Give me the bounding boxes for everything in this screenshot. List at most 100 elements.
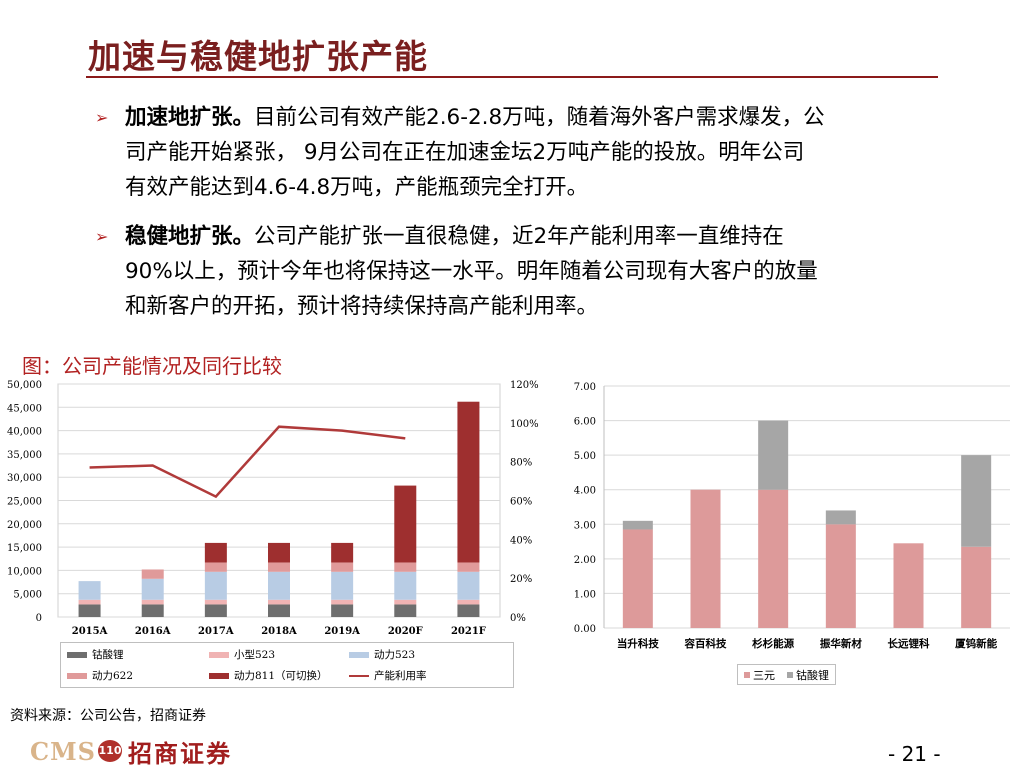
y-tick-label: 5,000	[13, 590, 42, 601]
bullet-head: 加速地扩张。	[125, 105, 255, 130]
capacity-chart: 50,000 45,000 40,000 35,000 30,000 25,000 20,0…	[0, 375, 540, 640]
legend-licoo2: 钴酸锂	[787, 667, 829, 683]
y2-tick-label: 100%	[510, 419, 539, 430]
x-tick-label: 当升科技	[617, 637, 659, 650]
y2-tick-label: 20%	[510, 574, 532, 585]
bullet-arrow-icon: ➢	[95, 108, 109, 127]
bar-segment	[622, 520, 653, 530]
bar-segment	[394, 604, 417, 617]
bar-segment	[331, 599, 354, 605]
y-tick-label: 10,000	[7, 566, 42, 577]
capacity-chart-svg: 50,000 45,000 40,000 35,000 30,000 25,000 20,0…	[7, 380, 539, 637]
x-tick-label: 厦钨新能	[955, 637, 997, 650]
y-tick-label: 0	[36, 613, 42, 624]
bullet-steady: ➢ 稳健地扩张。公司产能扩张一直很稳健，近2年产能利用率一直维持在 90%以上，…	[95, 219, 955, 324]
bar-segment	[394, 485, 417, 563]
bar-segment	[457, 599, 480, 605]
bullet-line: 公司产能扩张一直很稳健，近2年产能利用率一直维持在	[254, 224, 784, 249]
bar-segment	[758, 420, 789, 490]
bar-segment	[204, 604, 227, 617]
bar-segment	[394, 571, 417, 600]
legend-small523: 小型523	[209, 647, 275, 662]
y2-tick-label: 80%	[510, 458, 532, 469]
y-tick-label: 40,000	[7, 427, 42, 438]
y-tick-label: 30,000	[7, 473, 42, 484]
y2-tick-label: 120%	[510, 380, 539, 391]
bar-segment	[204, 571, 227, 600]
y-tick-label: 50,000	[7, 380, 42, 391]
bar-segment	[204, 562, 227, 572]
x-tick-label: 2017A	[198, 626, 234, 637]
x-tick-label: 2019A	[324, 626, 360, 637]
bar-segment	[758, 489, 789, 628]
page-title: 加速与稳健地扩张产能	[88, 37, 428, 76]
legend-cobalt: 钴酸锂	[67, 647, 124, 662]
bar-segment	[622, 529, 653, 628]
bar-segment	[825, 510, 856, 525]
y2-tick-label: 60%	[510, 497, 532, 508]
logo-company-name: 招商证券	[128, 739, 232, 768]
x-tick-label: 杉杉能源	[752, 637, 794, 650]
bullet-line: 和新客户的开拓，预计将持续保持高产能利用率。	[125, 294, 599, 319]
y-tick-label: 6.00	[574, 417, 596, 428]
y-tick-label: 1.00	[574, 589, 596, 600]
y2-tick-label: 40%	[510, 535, 532, 546]
bar-segment	[204, 599, 227, 605]
bar-segment	[961, 455, 992, 547]
bar-segment	[457, 562, 480, 572]
bar-segment	[141, 599, 164, 605]
logo-text: CMS	[30, 736, 96, 766]
y2-tick-label: 0%	[510, 613, 526, 624]
bar-segment	[78, 599, 101, 605]
y-tick-label: 35,000	[7, 450, 42, 461]
x-tick-label: 2020F	[388, 626, 423, 637]
bullet-line: 有效产能达到4.6-4.8万吨，产能瓶颈完全打开。	[125, 175, 589, 200]
bullet-accelerate: ➢ 加速地扩张。目前公司有效产能2.6-2.8万吨，随着海外客户需求爆发，公 司…	[95, 100, 955, 205]
bar-segment	[331, 562, 354, 572]
bullet-line: 90%以上，预计今年也将保持这一水平。明年随着公司现有大客户的放量	[125, 259, 818, 284]
peer-chart: 7.00 6.00 5.00 4.00 3.00 2.00 1.00 0.00 当升科技 容百科技…	[540, 375, 1024, 660]
y-tick-label: 45,000	[7, 403, 42, 414]
y-tick-label: 3.00	[574, 520, 596, 531]
bullet-head: 稳健地扩张。	[125, 224, 255, 249]
x-tick-label: 振华新材	[820, 637, 862, 650]
x-tick-label: 2016A	[135, 626, 171, 637]
bar-segment	[141, 569, 164, 579]
bullet-arrow-icon: ➢	[95, 227, 109, 246]
y-tick-label: 4.00	[574, 486, 596, 497]
peer-chart-svg: 7.00 6.00 5.00 4.00 3.00 2.00 1.00 0.00 当升科技 容百科技…	[574, 382, 1010, 650]
legend-ternary: 三元	[744, 667, 775, 683]
legend-power523: 动力523	[349, 647, 415, 662]
source-note: 资料来源：公司公告，招商证券	[10, 708, 206, 724]
logo-badge: 110	[98, 740, 122, 762]
figure-caption: 图：公司产能情况及同行比较	[22, 354, 282, 378]
bar-segment	[78, 581, 101, 600]
company-logo: CMS 110 招商证券	[30, 735, 275, 768]
bar-segment	[457, 604, 480, 617]
title-divider	[86, 76, 938, 78]
x-tick-label: 2021F	[451, 626, 486, 637]
bar-segment	[825, 524, 856, 628]
bullet-line: 司产能开始紧张， 9月公司在正在加速金坛2万吨产能的投放。明年公司	[125, 140, 805, 165]
bar-segment	[457, 401, 480, 563]
y-tick-label: 20,000	[7, 520, 42, 531]
legend-power622: 动力622	[67, 668, 133, 683]
bar-segment	[893, 543, 924, 628]
bar-segment	[268, 562, 290, 572]
y-tick-label: 0.00	[574, 624, 596, 635]
bar-segment	[394, 562, 417, 572]
y-tick-label: 2.00	[574, 555, 596, 566]
bar-segment	[268, 599, 290, 605]
bar-segment	[394, 599, 417, 605]
y-tick-label: 7.00	[574, 382, 596, 393]
bar-segment	[268, 604, 290, 617]
bar-segment	[457, 571, 480, 600]
bar-segment	[268, 542, 290, 563]
utilization-line	[89, 425, 406, 499]
bar-segment	[141, 578, 164, 600]
legend-utilization: 产能利用率	[349, 668, 427, 683]
legend-power811: 动力811（可切换）	[209, 668, 328, 683]
y-tick-label: 25,000	[7, 497, 42, 508]
bar-segment	[141, 604, 164, 617]
x-tick-label: 2015A	[72, 626, 108, 637]
